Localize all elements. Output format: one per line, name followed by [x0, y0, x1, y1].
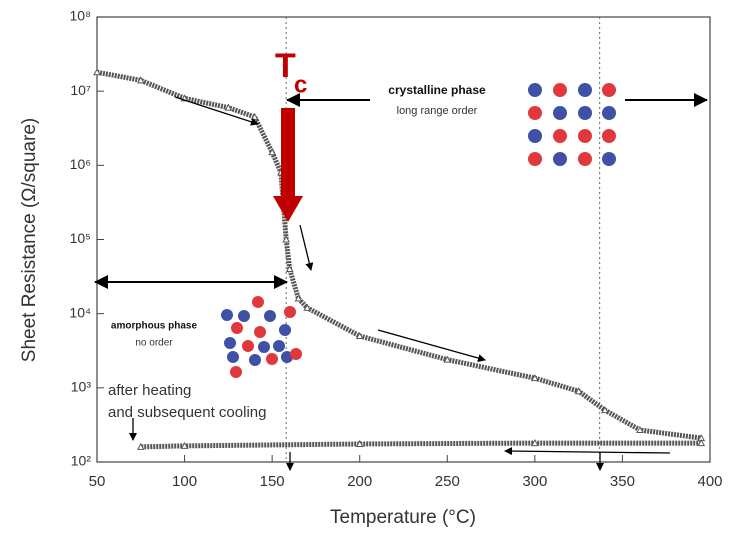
crystalline-label: crystalline phase — [388, 83, 486, 97]
y-tick-label: 10⁸ — [70, 8, 92, 24]
data-point — [180, 441, 189, 449]
data-point — [355, 439, 364, 447]
tc-label: T — [275, 47, 296, 85]
data-point — [93, 68, 101, 76]
x-tick-label: 350 — [610, 473, 635, 490]
data-point — [531, 439, 539, 447]
y-axis-label: Sheet Resistance (Ω/square) — [19, 118, 40, 362]
data-point — [697, 439, 706, 447]
y-tick-label: 10⁷ — [70, 82, 91, 98]
amorphous-sublabel: no order — [135, 338, 173, 349]
cooling-label: and subsequent cooling — [108, 404, 266, 421]
data-point — [443, 355, 452, 363]
crystal-lattice — [528, 83, 616, 166]
tc-subscript: c — [294, 71, 307, 98]
x-tick-label: 400 — [697, 473, 722, 490]
amorphous-label: amorphous phase — [111, 321, 198, 332]
data-point — [294, 294, 303, 302]
crystalline-sublabel: long range order — [397, 105, 478, 117]
amorphous-dots — [221, 296, 302, 378]
data-point — [136, 76, 145, 84]
data-point — [355, 331, 364, 339]
y-tick-label: 10⁶ — [70, 156, 91, 172]
data-point — [224, 103, 233, 111]
x-tick-label: 100 — [172, 473, 197, 490]
x-tick-label: 50 — [89, 473, 106, 490]
data-point — [601, 406, 609, 414]
tc-arrow — [273, 108, 303, 222]
data-point — [268, 148, 276, 156]
annotation-arrows — [94, 93, 708, 471]
y-tick-label: 10² — [71, 453, 92, 469]
x-tick-label: 300 — [522, 473, 547, 490]
y-tick-label: 10⁵ — [70, 230, 91, 246]
cooling-label: after heating — [108, 382, 191, 399]
data-line — [140, 440, 702, 450]
x-tick-label: 250 — [435, 473, 460, 490]
data-line — [96, 69, 702, 441]
data-point — [303, 303, 312, 311]
y-tick-label: 10⁴ — [69, 304, 91, 320]
data-point — [136, 442, 145, 450]
data-point — [531, 374, 539, 382]
y-tick-label: 10³ — [71, 379, 92, 395]
x-tick-label: 200 — [347, 473, 372, 490]
data-point — [636, 425, 644, 434]
data-point — [285, 264, 294, 273]
x-tick-label: 150 — [260, 473, 285, 490]
x-axis-label: Temperature (°C) — [330, 507, 476, 528]
data-point — [282, 235, 290, 243]
data-point — [574, 387, 583, 395]
